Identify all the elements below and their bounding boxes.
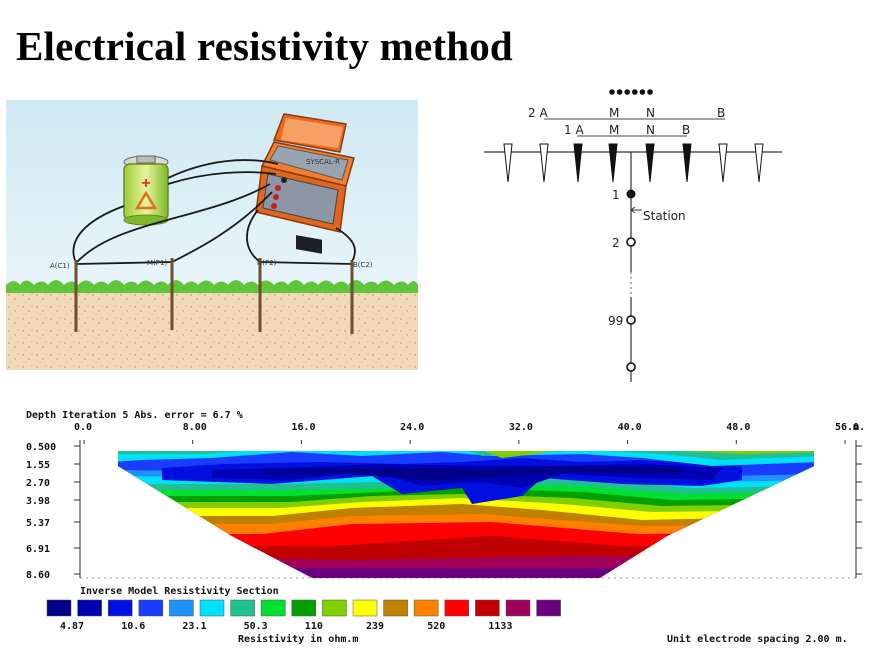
electrode-array-diagram: 2 A M N B 1 A M N B 1 2 99 Station (484, 89, 782, 382)
level-1-label-n: N (646, 123, 655, 137)
spacing-label: Unit electrode spacing 2.00 m. (667, 633, 848, 645)
array-electrode (608, 143, 618, 183)
scale-label: 10.6 (121, 621, 145, 632)
level-1-label-a: 1 A (564, 123, 584, 137)
depth-tick-label: 8.60 (26, 570, 50, 581)
grass (6, 280, 418, 293)
scale-swatch (352, 599, 378, 617)
scale-label: 110 (305, 621, 323, 632)
inverse-model-section: Depth Iteration 5 Abs. error = 6.7 % 0.0… (26, 409, 865, 645)
scale-unit-label: Resistivity in ohm.m (238, 633, 358, 645)
station-number-1: 1 (612, 188, 620, 202)
x-tick-label: 48.0 (726, 422, 750, 433)
depth-tick-label: 3.98 (26, 496, 50, 507)
section-header: Depth Iteration 5 Abs. error = 6.7 % (26, 409, 243, 421)
field-setup-illustration: + SYSCAL-R A(C1) M(P1) N(P2) B (6, 100, 418, 370)
station-number-99: 99 (608, 314, 623, 328)
station-dot (616, 89, 623, 95)
station-dot (632, 89, 638, 95)
scale-swatch (291, 599, 317, 617)
scale-label: 23.1 (182, 621, 206, 632)
section-title: Inverse Model Resistivity Section (80, 585, 279, 597)
electrode-label-a: A(C1) (50, 262, 70, 270)
x-tick-label: 8.00 (183, 422, 207, 433)
level-2-label-n: N (646, 106, 655, 120)
meter-label: SYSCAL-R (306, 158, 340, 166)
scale-swatch (505, 599, 531, 617)
station-number-2: 2 (612, 236, 620, 250)
soil (6, 285, 418, 370)
electrode-label-n: N(P2) (257, 259, 277, 267)
station-dot (609, 89, 615, 95)
x-tick-label: 24.0 (400, 422, 424, 433)
scale-swatch (260, 599, 286, 617)
station-dots (609, 89, 653, 95)
scale-swatch (107, 599, 133, 617)
array-electrode (539, 143, 549, 183)
array-electrode (503, 143, 513, 183)
scale-swatch (169, 599, 194, 617)
x-tick-label: 0.0 (74, 422, 92, 433)
x-tick-label: 32.0 (509, 422, 533, 433)
scale-label: 520 (427, 621, 445, 632)
scale-swatch (77, 599, 102, 617)
resistivity-meter: SYSCAL-R (255, 113, 355, 254)
svg-text:+: + (141, 175, 150, 192)
level-2-label-b: B (717, 106, 725, 120)
color-scale-labels: 4.87 10.6 23.1 50.3 110 239 520 1133 (60, 621, 512, 632)
x-unit: m. (853, 422, 865, 433)
sky (6, 100, 418, 285)
array-electrode (645, 143, 655, 183)
x-tick-label: 40.0 (618, 422, 642, 433)
scale-swatch (322, 599, 347, 617)
array-electrodes (503, 143, 764, 183)
depth-axis: 0.500 1.55 2.70 3.98 5.37 6.91 8.60 (26, 442, 862, 581)
scale-label: 239 (366, 621, 384, 632)
scale-swatch (46, 599, 72, 617)
array-electrode (718, 143, 728, 183)
array-electrode (754, 143, 764, 183)
depth-tick-label: 2.70 (26, 478, 50, 489)
depth-tick-label: 0.500 (26, 442, 56, 453)
station-dot (639, 89, 646, 95)
depth-tick-label: 5.37 (26, 518, 50, 529)
station-marker-last (626, 362, 636, 372)
scale-swatch (230, 599, 255, 617)
electrode-label-m: M(P1) (147, 259, 167, 267)
scale-swatch (444, 599, 470, 617)
electrode-label-b: B(C2) (353, 261, 373, 269)
scale-label: 1133 (488, 621, 512, 632)
station-marker-2 (626, 237, 636, 247)
scale-swatch (383, 599, 408, 617)
level-1-label-m: M (609, 123, 619, 137)
page-title: Electrical resistivity method (16, 23, 513, 69)
resistivity-bands (118, 451, 814, 578)
electrode-stakes (74, 258, 354, 334)
station-marker-99 (626, 315, 636, 325)
color-scale (46, 599, 561, 617)
scale-swatch (536, 599, 561, 617)
scale-swatch (199, 599, 225, 617)
scale-swatch (413, 599, 439, 617)
station-marker-1 (626, 189, 636, 199)
station-dot (624, 89, 630, 95)
level-2-label-m: M (609, 106, 619, 120)
scale-swatch (138, 599, 164, 617)
level-1-label-b: B (682, 123, 690, 137)
station-label: Station (643, 209, 686, 223)
battery-icon: + (123, 155, 169, 226)
level-2-label-a: 2 A (528, 106, 548, 120)
x-axis: 0.0 8.00 16.0 24.0 32.0 40.0 48.0 56.0 (74, 422, 859, 444)
x-tick-label: 16.0 (291, 422, 315, 433)
array-electrode (682, 143, 692, 183)
array-electrode (573, 143, 583, 183)
depth-tick-label: 1.55 (26, 460, 50, 471)
scale-swatch (475, 599, 500, 617)
scale-label: 50.3 (244, 621, 268, 632)
x-tick-label: 56.0 (835, 422, 859, 433)
station-dot (647, 89, 653, 95)
depth-tick-label: 6.91 (26, 544, 50, 555)
scale-label: 4.87 (60, 621, 84, 632)
